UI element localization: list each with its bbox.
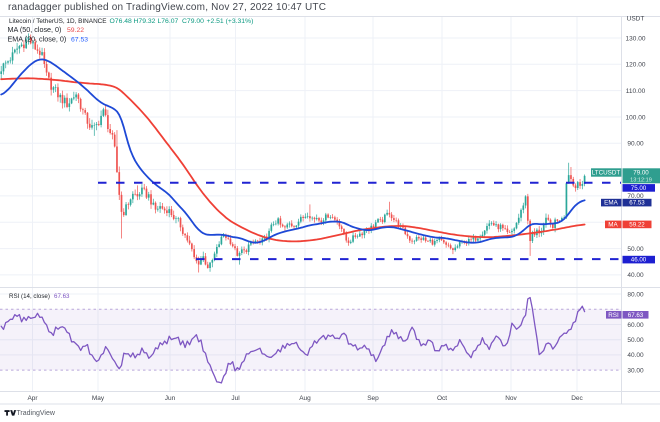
svg-text:Nov: Nov: [505, 395, 517, 402]
svg-text:79.00: 79.00: [633, 170, 649, 177]
svg-text:120.00: 120.00: [626, 62, 646, 69]
svg-text:59.22: 59.22: [67, 27, 84, 34]
svg-text:LTCUSDT: LTCUSDT: [592, 170, 621, 177]
svg-text:Jun: Jun: [165, 395, 176, 402]
svg-text:H79.32: H79.32: [134, 18, 156, 25]
svg-text:C79.00: C79.00: [182, 18, 204, 25]
svg-text:67.63: 67.63: [54, 293, 70, 300]
svg-text:Sep: Sep: [367, 395, 379, 402]
svg-text:MA (50, close, 0): MA (50, close, 0): [8, 25, 62, 34]
svg-text:O76.48: O76.48: [110, 18, 133, 25]
svg-text:67.63: 67.63: [628, 312, 644, 319]
svg-text:67.53: 67.53: [629, 200, 645, 207]
svg-text:40.00: 40.00: [627, 272, 644, 279]
svg-text:110.00: 110.00: [626, 88, 646, 95]
svg-text:60.00: 60.00: [627, 322, 644, 329]
svg-text:30.00: 30.00: [627, 367, 644, 374]
svg-text:59.22: 59.22: [629, 222, 645, 229]
svg-text:RSI (14, close): RSI (14, close): [9, 293, 50, 300]
svg-text:MA: MA: [608, 222, 618, 229]
svg-text:USDT: USDT: [627, 16, 645, 23]
svg-text:50.00: 50.00: [627, 337, 644, 344]
svg-text:80.00: 80.00: [627, 291, 644, 298]
svg-text:Aug: Aug: [299, 395, 311, 402]
svg-text:TradingView: TradingView: [16, 410, 55, 417]
svg-text:Apr: Apr: [27, 395, 38, 402]
svg-text:ranadagger published on Tradin: ranadagger published on TradingView.com,…: [8, 2, 326, 13]
svg-text:130.00: 130.00: [626, 35, 646, 42]
svg-text:Oct: Oct: [437, 395, 447, 402]
svg-text:40.00: 40.00: [627, 352, 644, 359]
svg-text:May: May: [92, 395, 105, 402]
svg-text:EMA (20, close, 0): EMA (20, close, 0): [8, 34, 67, 43]
svg-text:L76.07: L76.07: [158, 18, 179, 25]
svg-text:90.00: 90.00: [627, 141, 644, 148]
svg-text:46.00: 46.00: [631, 257, 647, 264]
svg-text:13:12:19: 13:12:19: [630, 178, 652, 184]
svg-text:Litecoin / TetherUS, 1D, BINAN: Litecoin / TetherUS, 1D, BINANCE: [9, 18, 107, 25]
svg-text:50.00: 50.00: [627, 246, 644, 253]
svg-text:Dec: Dec: [571, 395, 583, 402]
svg-text:+2.51 (+3.31%): +2.51 (+3.31%): [207, 18, 254, 25]
svg-text:100.00: 100.00: [626, 114, 646, 121]
svg-text:Jul: Jul: [231, 395, 240, 402]
svg-text:67.53: 67.53: [71, 36, 88, 43]
svg-text:EMA: EMA: [604, 200, 618, 207]
svg-text:RSI: RSI: [608, 312, 619, 319]
svg-text:75.00: 75.00: [631, 185, 647, 192]
svg-text:70.00: 70.00: [627, 193, 644, 200]
